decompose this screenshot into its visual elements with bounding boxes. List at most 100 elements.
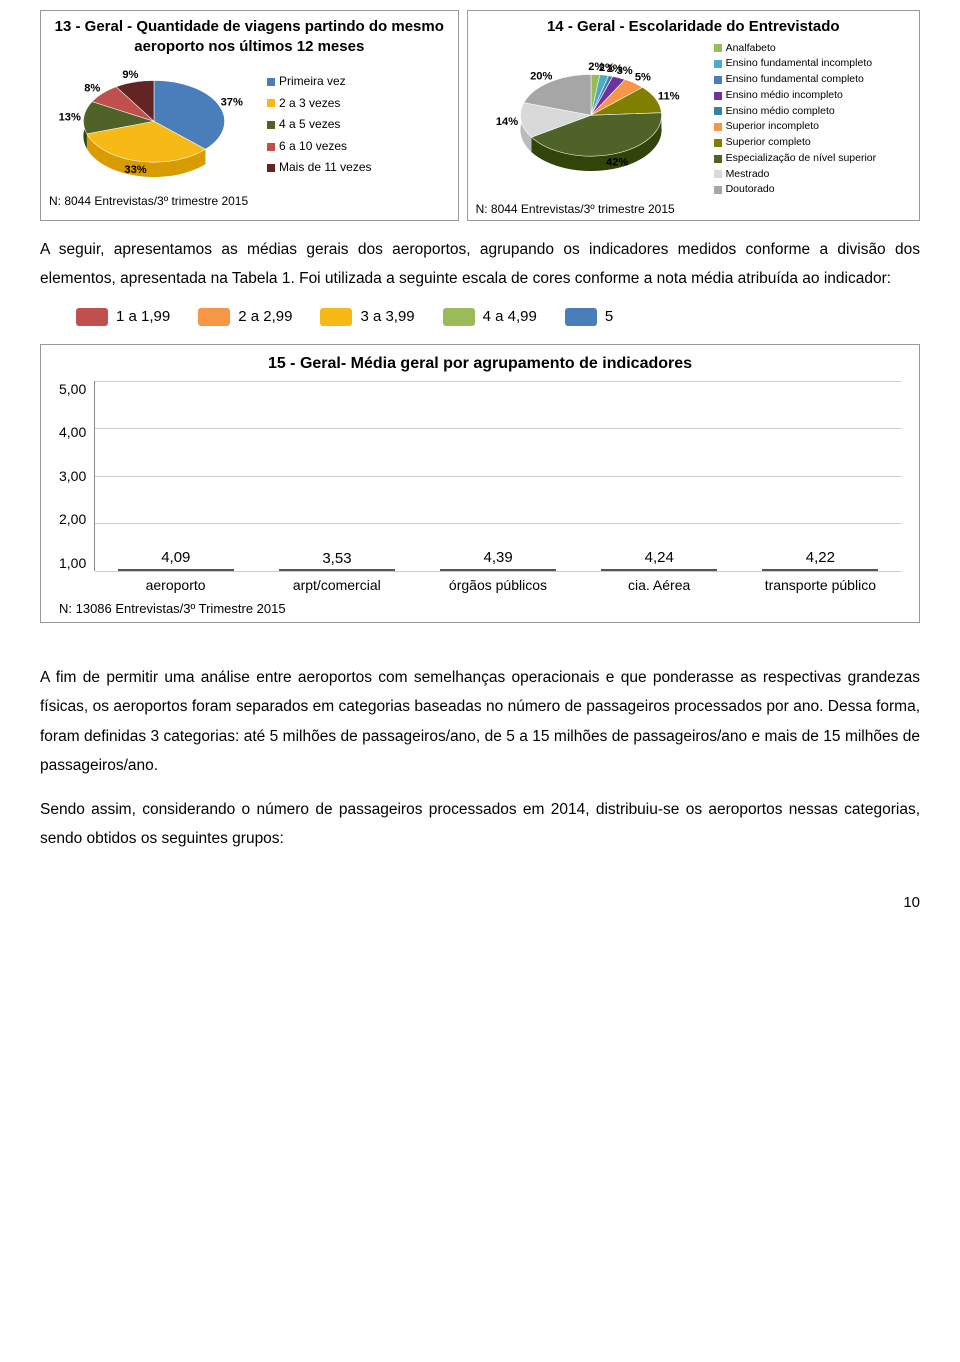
ytick-label: 3,00 <box>59 468 86 484</box>
legend-swatch <box>714 76 722 84</box>
legend-swatch <box>267 78 275 86</box>
chart-15-yaxis: 5,00 4,00 3,00 2,00 1,00 <box>59 381 94 571</box>
chart-14-legend: AnalfabetoEnsino fundamental incompletoE… <box>714 41 877 199</box>
scale-item: 1 a 1,99 <box>76 308 170 326</box>
legend-swatch <box>714 170 722 178</box>
scale-label: 5 <box>605 308 613 325</box>
bar-value-label: 4,39 <box>426 549 571 566</box>
legend-label: 4 a 5 vezes <box>279 114 340 136</box>
analysis-paragraph: A fim de permitir uma análise entre aero… <box>40 663 920 781</box>
chart-13-title: 13 - Geral - Quantidade de viagens parti… <box>49 17 450 56</box>
legend-swatch <box>714 92 722 100</box>
gridline <box>95 476 901 477</box>
gridline <box>95 428 901 429</box>
chart-15-title: 15 - Geral- Média geral por agrupamento … <box>59 355 901 373</box>
legend-label: Mais de 11 vezes <box>279 157 372 179</box>
legend-item: Ensino médio completo <box>714 104 877 120</box>
gridline <box>95 523 901 524</box>
legend-swatch <box>714 139 722 147</box>
legend-label: Ensino fundamental incompleto <box>726 56 873 72</box>
svg-text:37%: 37% <box>221 97 243 109</box>
xtick-label: aeroporto <box>103 577 248 593</box>
scale-swatch <box>320 308 352 326</box>
legend-item: 2 a 3 vezes <box>267 93 372 115</box>
scale-label: 2 a 2,99 <box>238 308 292 325</box>
legend-label: Primeira vez <box>279 71 346 93</box>
gridline <box>95 571 901 572</box>
scale-swatch <box>76 308 108 326</box>
chart-15-bar: 15 - Geral- Média geral por agrupamento … <box>40 344 920 623</box>
bar-value-label: 4,22 <box>748 549 893 566</box>
chart-15-xlabels: aeroportoarpt/comercialórgãos públicosci… <box>95 577 901 593</box>
legend-label: Analfabeto <box>726 41 776 57</box>
legend-swatch <box>714 186 722 194</box>
groups-paragraph: Sendo assim, considerando o número de pa… <box>40 795 920 854</box>
legend-label: Superior completo <box>726 135 811 151</box>
legend-item: Analfabeto <box>714 41 877 57</box>
legend-swatch <box>267 143 275 151</box>
chart-15-note: N: 13086 Entrevistas/3º Trimestre 2015 <box>59 601 901 616</box>
legend-label: 6 a 10 vezes <box>279 136 347 158</box>
intro-paragraph: A seguir, apresentamos as médias gerais … <box>40 235 920 294</box>
legend-label: Superior incompleto <box>726 119 819 135</box>
ytick-label: 4,00 <box>59 424 86 440</box>
pie-chart-13: 37%33%13%8%9% <box>49 60 259 190</box>
top-charts-row: 13 - Geral - Quantidade de viagens parti… <box>40 10 920 221</box>
scale-swatch <box>443 308 475 326</box>
xtick-label: órgãos públicos <box>425 577 570 593</box>
legend-item: Mestrado <box>714 167 877 183</box>
xtick-label: cia. Aérea <box>587 577 732 593</box>
legend-item: Superior incompleto <box>714 119 877 135</box>
scale-item: 5 <box>565 308 613 326</box>
pie-chart-14: 2%2%1%3%5%11%42%14%20% <box>476 54 706 184</box>
page-number: 10 <box>40 894 920 911</box>
chart-13-legend: Primeira vez2 a 3 vezes4 a 5 vezes6 a 10… <box>267 71 372 179</box>
bar-value-label: 4,24 <box>587 549 732 566</box>
legend-swatch <box>714 155 722 163</box>
legend-item: Ensino fundamental completo <box>714 72 877 88</box>
legend-label: Ensino médio incompleto <box>726 88 843 104</box>
legend-label: Ensino fundamental completo <box>726 72 864 88</box>
scale-item: 3 a 3,99 <box>320 308 414 326</box>
scale-item: 4 a 4,99 <box>443 308 537 326</box>
scale-swatch <box>198 308 230 326</box>
legend-swatch <box>267 99 275 107</box>
legend-label: 2 a 3 vezes <box>279 93 340 115</box>
legend-item: Mais de 11 vezes <box>267 157 372 179</box>
gridline <box>95 381 901 382</box>
legend-item: 6 a 10 vezes <box>267 136 372 158</box>
legend-swatch <box>714 60 722 68</box>
legend-swatch <box>267 164 275 172</box>
svg-text:20%: 20% <box>530 71 552 83</box>
color-scale-legend: 1 a 1,99 2 a 2,99 3 a 3,99 4 a 4,99 5 <box>76 308 920 326</box>
legend-swatch <box>714 123 722 131</box>
svg-text:13%: 13% <box>59 111 81 123</box>
legend-item: Superior completo <box>714 135 877 151</box>
svg-text:5%: 5% <box>634 72 650 84</box>
chart-14-note: N: 8044 Entrevistas/3º trimestre 2015 <box>476 202 911 216</box>
chart-13-note: N: 8044 Entrevistas/3º trimestre 2015 <box>49 194 450 208</box>
ytick-label: 1,00 <box>59 555 86 571</box>
legend-label: Ensino médio completo <box>726 104 835 120</box>
chart-14-title: 14 - Geral - Escolaridade do Entrevistad… <box>476 17 911 37</box>
legend-item: 4 a 5 vezes <box>267 114 372 136</box>
legend-label: Doutorado <box>726 182 775 198</box>
ytick-label: 5,00 <box>59 381 86 397</box>
svg-text:33%: 33% <box>124 164 146 176</box>
legend-item: Ensino fundamental incompleto <box>714 56 877 72</box>
bar-value-label: 3,53 <box>264 550 409 567</box>
legend-item: Doutorado <box>714 182 877 198</box>
scale-label: 1 a 1,99 <box>116 308 170 325</box>
legend-swatch <box>714 107 722 115</box>
legend-item: Especialização de nível superior <box>714 151 877 167</box>
scale-item: 2 a 2,99 <box>198 308 292 326</box>
xtick-label: transporte público <box>748 577 893 593</box>
legend-swatch <box>267 121 275 129</box>
chart-14-education: 14 - Geral - Escolaridade do Entrevistad… <box>467 10 920 221</box>
chart-15-plot: 4,093,534,394,244,22 <box>94 381 901 571</box>
ytick-label: 2,00 <box>59 511 86 527</box>
chart-13-travel-frequency: 13 - Geral - Quantidade de viagens parti… <box>40 10 459 221</box>
svg-text:14%: 14% <box>495 116 517 128</box>
scale-label: 3 a 3,99 <box>360 308 414 325</box>
legend-label: Mestrado <box>726 167 770 183</box>
